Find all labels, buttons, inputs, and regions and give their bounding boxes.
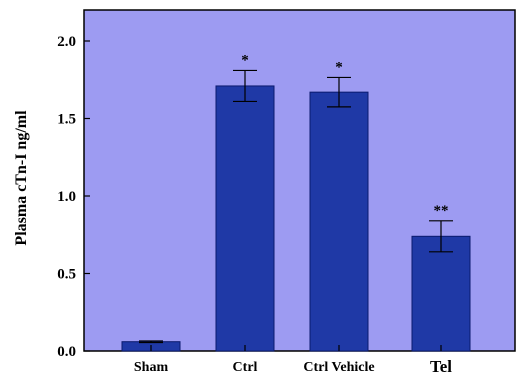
x-tick-label: Ctrl <box>233 360 258 375</box>
bar-ctrl <box>215 85 275 352</box>
x-tick-label: Ctrl Vehicle <box>303 360 374 375</box>
x-tick-label: Sham <box>134 360 169 375</box>
bars: * *** <box>121 52 471 352</box>
y-axis-title: Plasma cTn-I ng/ml <box>13 110 30 246</box>
significance-marker: * <box>241 52 249 68</box>
bar-tel <box>411 235 471 352</box>
x-tick-label: Tel <box>430 357 452 376</box>
significance-marker: ** <box>434 203 449 219</box>
significance-marker: * <box>335 59 343 75</box>
y-tick-label: 2.0 <box>57 34 76 50</box>
y-axis: 0.0 0.5 1.0 1.5 2.0 <box>57 34 90 360</box>
x-axis: Sham Ctrl Ctrl Vehicle Tel <box>134 345 452 376</box>
y-tick-label: 1.0 <box>57 189 76 205</box>
y-tick-label: 0.0 <box>57 344 76 360</box>
y-tick-label: 0.5 <box>57 267 76 283</box>
y-tick-label: 1.5 <box>57 112 76 128</box>
bar-ctrl-vehicle <box>309 91 369 352</box>
